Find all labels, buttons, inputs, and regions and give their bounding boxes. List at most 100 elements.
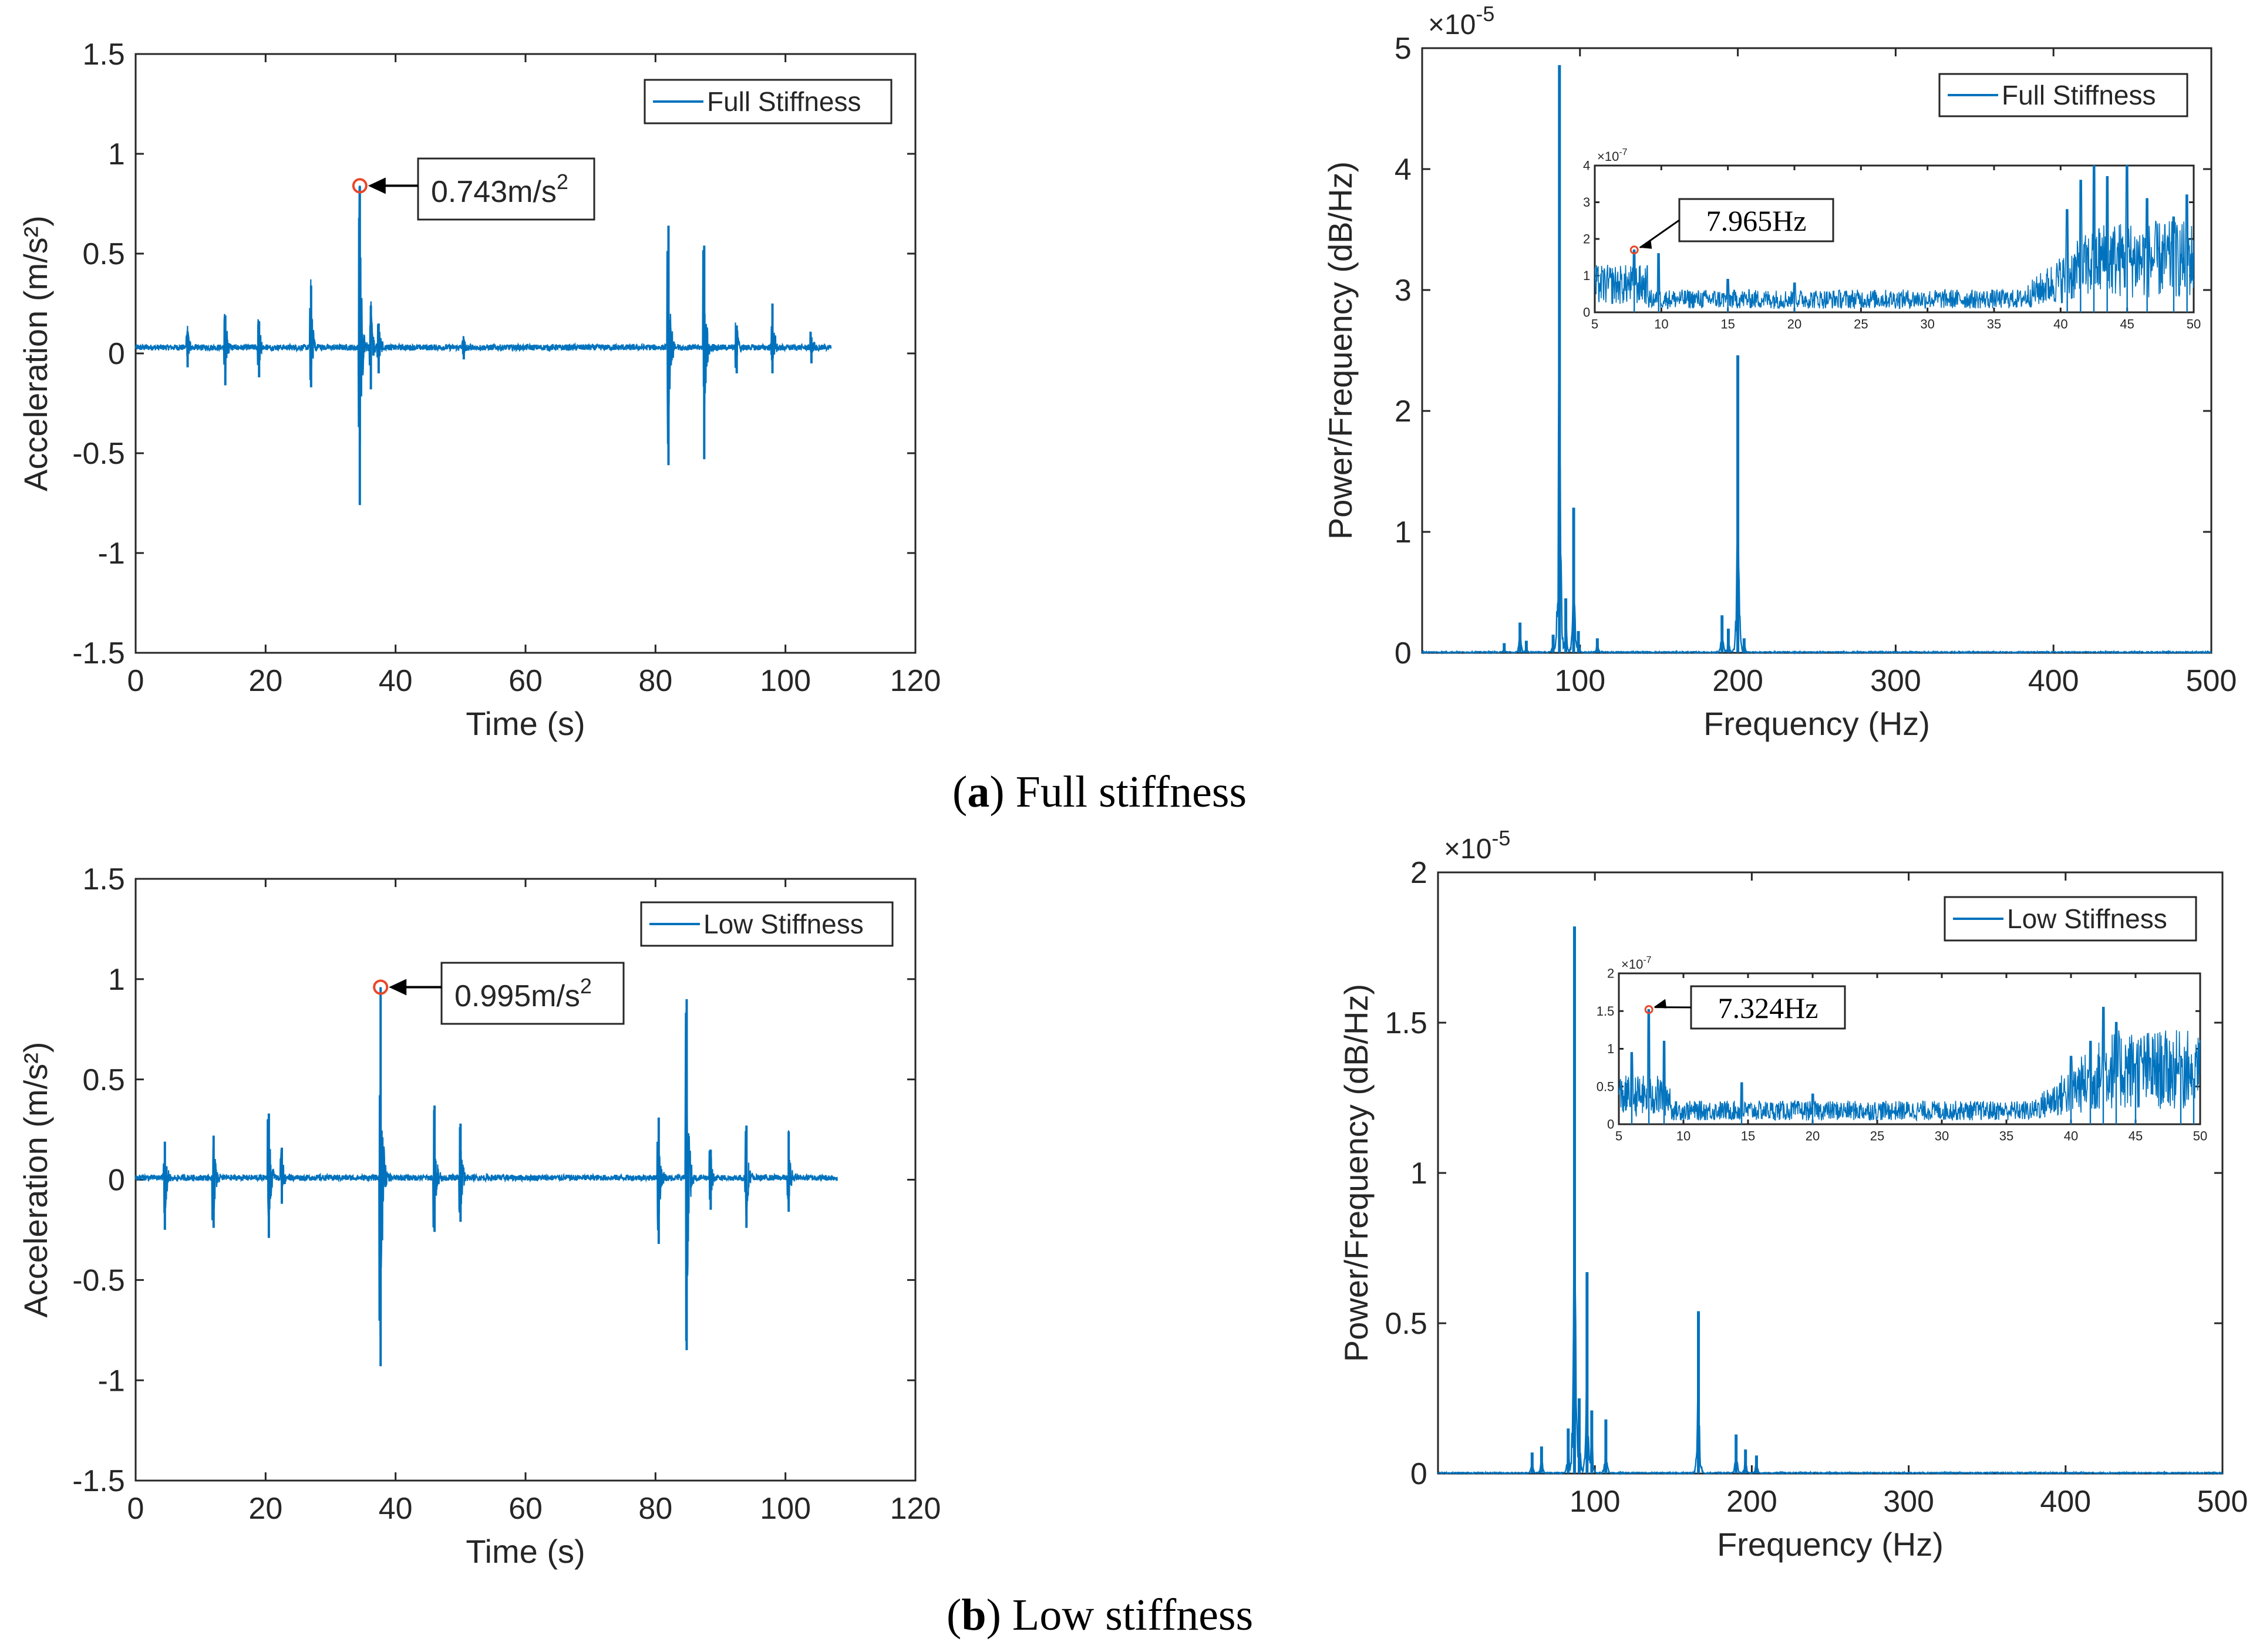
- caption-a: (a) Full stiffness: [952, 767, 1247, 817]
- caption-b: (b) Low stiffness: [947, 1590, 1253, 1640]
- a-psd-ytick-label: 3: [1395, 274, 1412, 308]
- b-psd-xtick-label: 200: [1726, 1485, 1777, 1519]
- b-psd-ytick-label: 2: [1410, 856, 1427, 890]
- b-psd-inset-ytick-label: 0: [1607, 1117, 1614, 1132]
- b-psd-inset-xtick-label: 10: [1676, 1129, 1690, 1144]
- b-time-annotation-label: 0.995m/s2: [454, 974, 592, 1013]
- a-psd-inset-xtick-label: 50: [2187, 317, 2201, 332]
- a-psd-ytick-label: 4: [1395, 153, 1412, 187]
- a-psd-inset-ytick-label: 1: [1583, 268, 1590, 283]
- b-psd-inset-xtick-label: 45: [2129, 1129, 2143, 1144]
- a-time-plot-area: [134, 53, 917, 654]
- a-time-annotation-arrow-head: [368, 177, 386, 194]
- a-time-xtick-label: 100: [760, 664, 811, 698]
- a-psd-inset-ytick-label: 2: [1583, 232, 1590, 247]
- b-psd-legend-box: [1944, 896, 2197, 942]
- b-time-xtick-label: 120: [890, 1492, 941, 1526]
- a-psd-plot-area: [1421, 47, 2212, 654]
- a-psd-inset-peak-marker: [1629, 245, 1639, 255]
- b-psd-xtick-label: 500: [2197, 1485, 2248, 1519]
- a-time-ytick-label: 0: [108, 337, 125, 371]
- a-time-xlabel: Time (s): [466, 705, 585, 742]
- b-time-xlabel: Time (s): [466, 1533, 585, 1570]
- b-psd-inset-xtick-label: 5: [1615, 1129, 1622, 1144]
- b-psd-inset-xtick-label: 25: [1870, 1129, 1884, 1144]
- a-psd-inset-xtick-label: 15: [1720, 317, 1735, 332]
- b-psd-inset-xtick-label: 50: [2193, 1129, 2207, 1144]
- a-psd-legend-label: Full Stiffness: [2002, 80, 2156, 110]
- b-time-ytick-label: 1: [108, 963, 125, 997]
- a-time-legend-label: Full Stiffness: [707, 86, 861, 117]
- b-time-xtick-label: 60: [508, 1492, 543, 1526]
- b-psd-inset-annotation-box: [1690, 985, 1846, 1030]
- b-psd-xtick-label: 400: [2040, 1485, 2091, 1519]
- a-time-xtick-label: 20: [248, 664, 282, 698]
- b-psd-inset-xtick-label: 20: [1806, 1129, 1820, 1144]
- a-psd-xtick-label: 300: [1870, 664, 1921, 698]
- a-psd-ytick-label: 5: [1395, 32, 1412, 66]
- a-time-ytick-label: -1: [98, 537, 125, 571]
- b-time-ylabel: Acceleration (m/s²): [17, 1042, 54, 1318]
- a-time-peak-marker: [352, 178, 368, 194]
- a-psd-inset-ytick-label: 0: [1583, 305, 1590, 320]
- b-time-ytick-label: 1.5: [83, 862, 125, 896]
- a-time-ytick-label: -0.5: [72, 437, 125, 471]
- b-time-legend-label: Low Stiffness: [703, 909, 864, 939]
- a-psd-inset-xtick-label: 45: [2120, 317, 2134, 332]
- a-psd-inset-annotation-label: 7.965Hz: [1706, 204, 1807, 237]
- a-psd-inset-ytick-label: 3: [1583, 195, 1590, 210]
- a-time-annotation-box: [417, 157, 595, 221]
- a-psd-inset-xtick-label: 35: [1987, 317, 2001, 332]
- b-psd-inset-annotation-arrowhead: [1653, 999, 1667, 1009]
- b-psd-ytick-label: 0.5: [1385, 1307, 1427, 1341]
- b-psd-ytick-label: 1: [1410, 1157, 1427, 1191]
- b-psd-inset-xtick-label: 35: [1999, 1129, 2013, 1144]
- a-time-ytick-label: -1.5: [72, 636, 125, 670]
- b-psd-xtick-label: 100: [1570, 1485, 1621, 1519]
- a-time-ylabel: Acceleration (m/s²): [17, 215, 54, 491]
- a-psd-xtick-label: 100: [1554, 664, 1605, 698]
- a-psd-inset-xtick-label: 20: [1787, 317, 1801, 332]
- a-time-ytick-label: 0.5: [83, 237, 125, 271]
- a-psd-ytick-label: 1: [1395, 515, 1412, 549]
- b-psd-ylabel: Power/Frequency (dB/Hz): [1338, 984, 1375, 1362]
- b-time-xtick-label: 20: [248, 1492, 282, 1526]
- b-psd-inset-xtick-label: 40: [2064, 1129, 2078, 1144]
- b-psd-ytick-label: 1.5: [1385, 1006, 1427, 1040]
- b-psd-ytick-label: 0: [1410, 1457, 1427, 1491]
- a-psd-inset-xtick-label: 25: [1854, 317, 1868, 332]
- a-time-xtick-label: 0: [127, 664, 144, 698]
- a-psd-inset-ytick-label: 4: [1583, 159, 1590, 173]
- a-psd-inset-annotation-arrowhead: [1639, 239, 1652, 249]
- b-time-peak-marker: [373, 979, 389, 995]
- b-psd-inset-xtick-label: 30: [1935, 1129, 1949, 1144]
- b-psd-inset-annotation-label: 7.324Hz: [1718, 992, 1818, 1024]
- b-psd-inset-ytick-label: 1.5: [1597, 1004, 1615, 1019]
- a-psd-ylabel: Power/Frequency (dB/Hz): [1322, 161, 1359, 540]
- a-time-signal: [134, 187, 832, 467]
- a-time-xtick-label: 60: [508, 664, 543, 698]
- a-psd-xtick-label: 200: [1712, 664, 1763, 698]
- a-psd-inset-xtick-label: 5: [1591, 317, 1598, 332]
- b-psd-plot-area: [1437, 871, 2224, 1475]
- b-time-signal: [134, 1012, 838, 1341]
- b-psd-inset-xtick-label: 15: [1741, 1129, 1755, 1144]
- b-time-annotation-arrow-head: [389, 979, 407, 996]
- a-time-xtick-label: 120: [890, 664, 941, 698]
- chart-b-time-acceleration: 0 20 40 60 80 100 120 -1.5 -1 -0.5 0 0.5 1 1.5 0.995m/…: [17, 862, 941, 1570]
- a-time-ytick-label: 1.5: [83, 38, 125, 72]
- b-time-ytick-label: -1.5: [72, 1464, 125, 1498]
- a-time-xtick-label: 40: [379, 664, 413, 698]
- chart-a-time-acceleration: 0 20 40 60 80 100 120 -1.5 -1 -0.5 0 0.5 1 1.5 0.743m/…: [17, 38, 941, 742]
- b-psd-inset-ytick-label: 0.5: [1597, 1079, 1615, 1094]
- b-psd-legend-label: Low Stiffness: [2007, 903, 2167, 934]
- b-time-ytick-label: 0.5: [83, 1063, 125, 1097]
- a-psd-inset-xtick-label: 40: [2053, 317, 2067, 332]
- b-time-annotation-box: [440, 962, 625, 1025]
- a-psd-inset-annotation-box: [1678, 198, 1834, 242]
- a-psd-xlabel: Frequency (Hz): [1703, 705, 1930, 742]
